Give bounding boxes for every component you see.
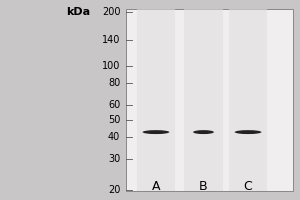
Text: kDa: kDa xyxy=(66,7,91,17)
Text: 140: 140 xyxy=(102,35,120,45)
Text: C: C xyxy=(244,180,253,193)
Text: A: A xyxy=(152,180,160,193)
Ellipse shape xyxy=(193,130,214,134)
Bar xyxy=(126,9,293,191)
Ellipse shape xyxy=(142,130,169,134)
Text: B: B xyxy=(199,180,208,193)
Text: 200: 200 xyxy=(102,7,120,17)
Bar xyxy=(136,9,175,191)
Text: 50: 50 xyxy=(108,115,120,125)
Ellipse shape xyxy=(235,130,262,134)
Text: 30: 30 xyxy=(108,154,120,164)
Text: 20: 20 xyxy=(108,185,120,195)
Bar xyxy=(229,9,267,191)
Text: 100: 100 xyxy=(102,61,120,71)
Text: 80: 80 xyxy=(108,78,120,88)
Text: 40: 40 xyxy=(108,132,120,142)
Text: 60: 60 xyxy=(108,100,120,110)
Bar xyxy=(184,9,223,191)
